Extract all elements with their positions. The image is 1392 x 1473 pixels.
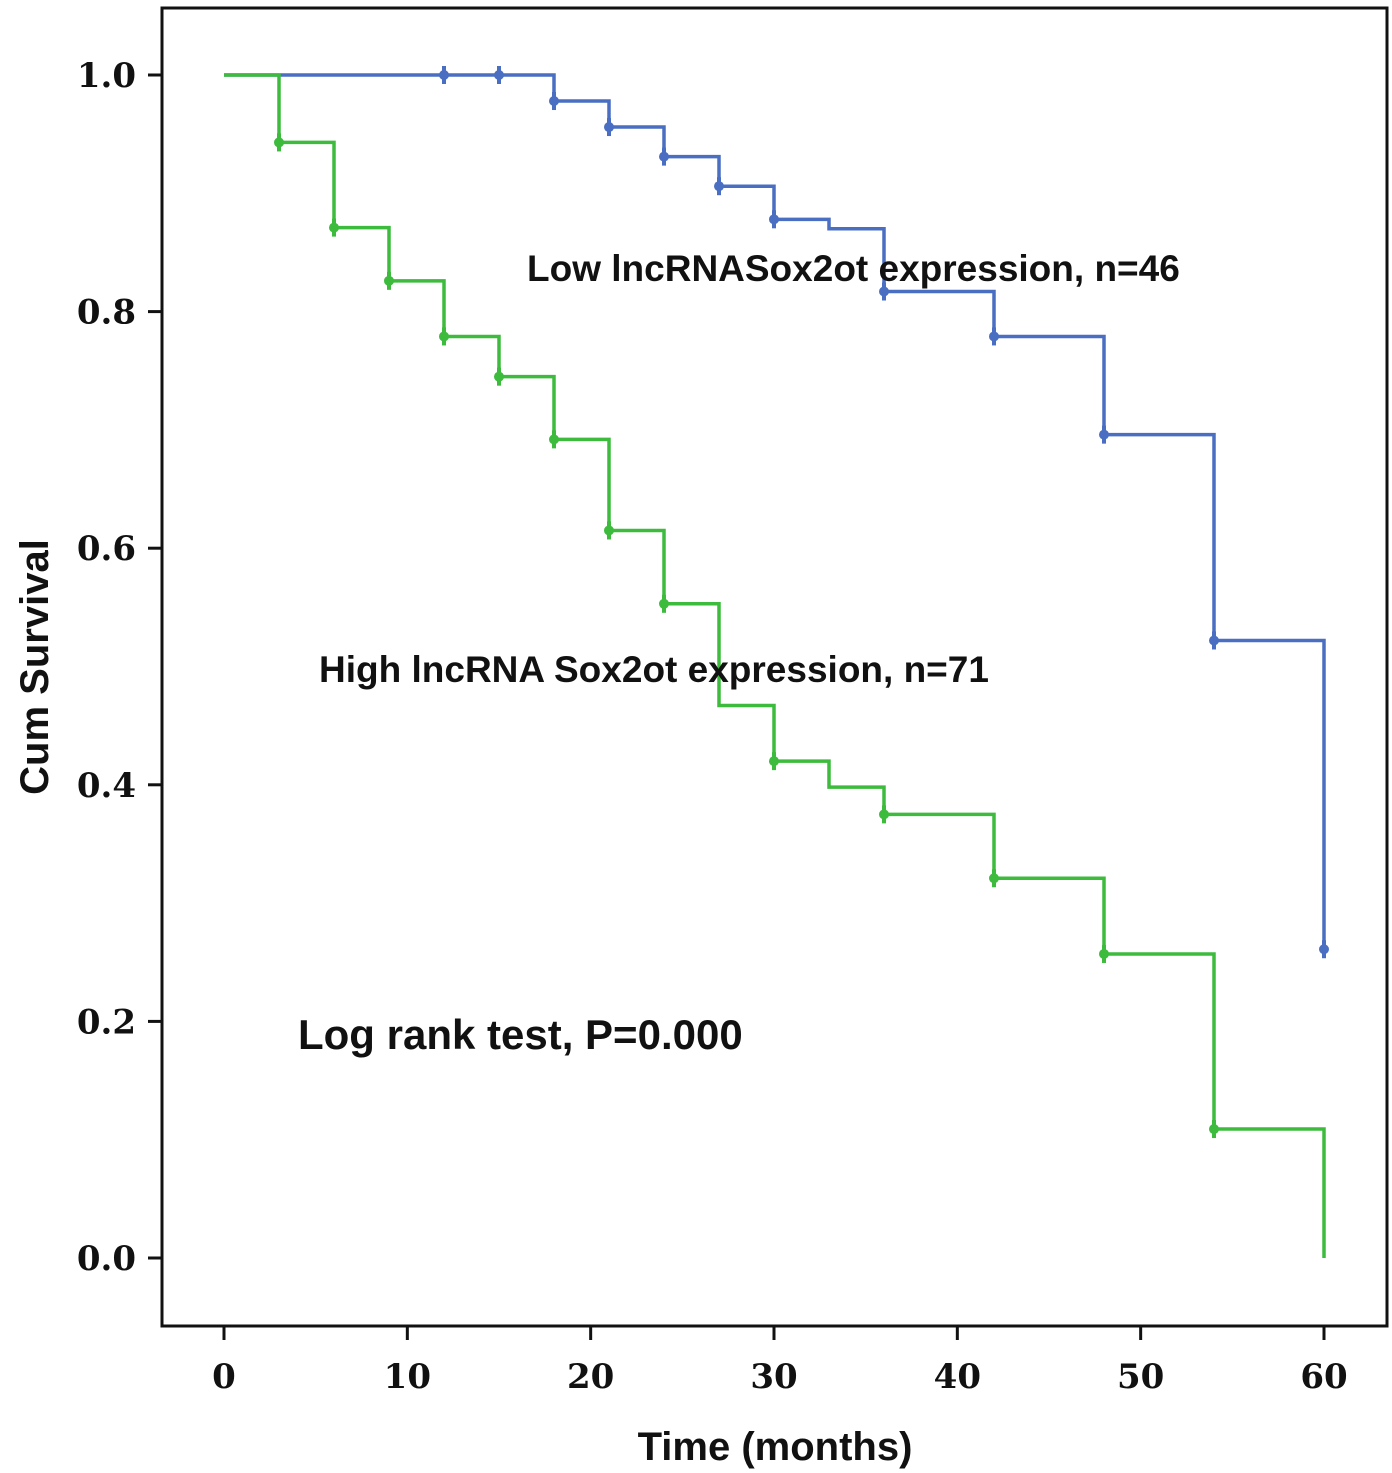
censor-dot-low (439, 70, 449, 80)
y-tick-label: 0.8 (77, 293, 136, 333)
censor-dot-high (1209, 1124, 1219, 1135)
y-tick-label: 0.2 (77, 1002, 136, 1042)
x-tick-label: 30 (750, 1357, 797, 1397)
censor-dot-low (659, 151, 669, 162)
annotation-log-rank: Log rank test, P=0.000 (298, 1011, 743, 1058)
y-axis-title: Cum Survival (13, 539, 57, 795)
y-tick-label: 0.6 (77, 529, 136, 569)
x-axis-title: Time (months) (638, 1425, 913, 1469)
censor-dot-high (989, 873, 999, 884)
series-high (224, 73, 1326, 1258)
x-tick-label: 40 (934, 1357, 981, 1397)
x-tick-label: 20 (567, 1357, 614, 1397)
censor-dot-high (769, 756, 779, 767)
censor-dot-high (384, 275, 394, 286)
censor-dot-low (989, 331, 999, 342)
censor-dot-low (494, 70, 504, 80)
censor-dot-high (274, 137, 284, 148)
censor-dot-high (494, 371, 504, 382)
censor-dot-low (1209, 635, 1219, 646)
y-tick-label: 0.4 (77, 766, 136, 806)
annotation-low-group: Low lncRNASox2ot expression, n=46 (527, 248, 1180, 289)
y-tick-label: 1.0 (77, 56, 136, 96)
censor-dot-high (329, 222, 339, 233)
censor-dot-high (604, 525, 614, 536)
x-tick-label: 50 (1117, 1357, 1164, 1397)
censor-dot-low (714, 181, 724, 192)
x-tick-label: 0 (212, 1357, 236, 1397)
censor-dot-low (769, 214, 779, 225)
survival-curve-low (224, 73, 1326, 950)
axis-layer: 0 10 20 30 40 50 60 0.0 0.2 0.4 0.6 0.8 1.0 (77, 56, 1348, 1397)
censor-dot-low (879, 286, 889, 297)
x-tick-label: 10 (384, 1357, 431, 1397)
censor-dot-high (879, 809, 889, 820)
censor-dot-high (439, 331, 449, 342)
censor-dot-high (659, 598, 669, 609)
series-layer (224, 66, 1329, 1258)
censor-dot-high (1099, 948, 1109, 959)
censor-dot-low (1319, 944, 1329, 955)
censor-dot-low (1099, 429, 1109, 440)
x-tick-label: 60 (1300, 1357, 1347, 1397)
censor-dot-low (604, 122, 614, 133)
censor-dot-low (549, 96, 559, 107)
series-low (224, 66, 1329, 959)
censor-dot-high (549, 434, 559, 445)
y-tick-label: 0.0 (77, 1239, 136, 1279)
annotation-high-group: High lncRNA Sox2ot expression, n=71 (319, 649, 989, 690)
